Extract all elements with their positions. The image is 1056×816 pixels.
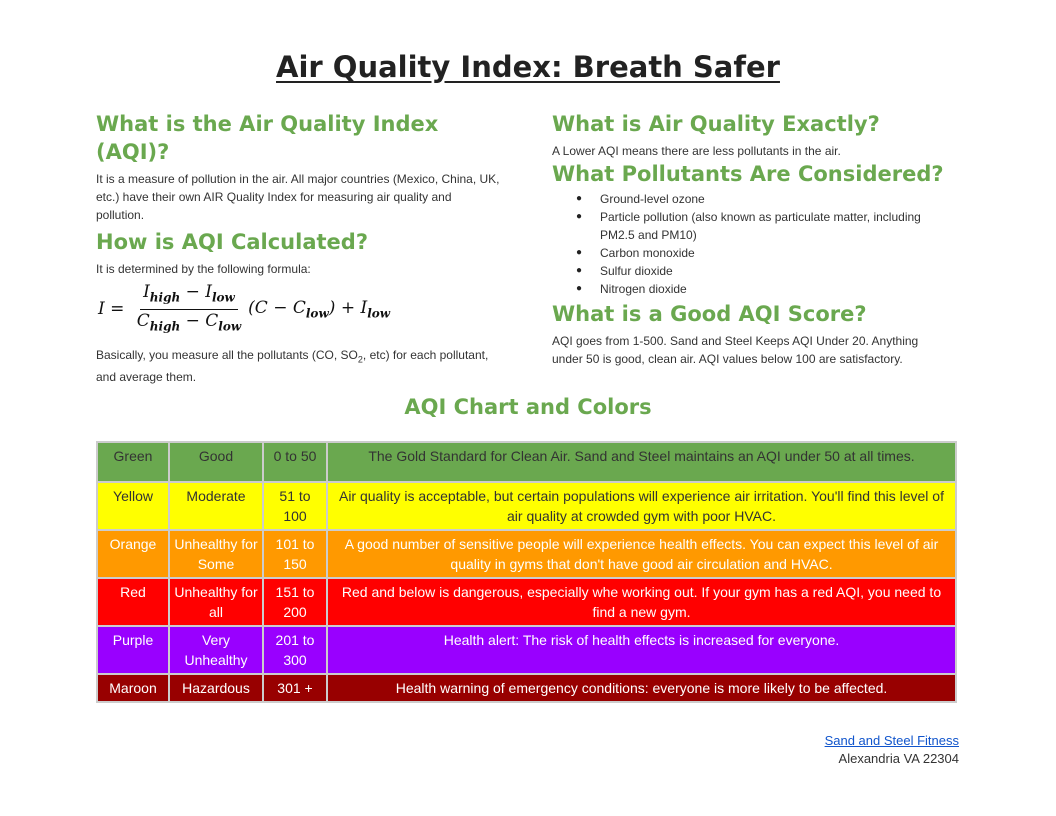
heading-how-calculated: How is AQI Calculated?: [96, 230, 368, 254]
formula-explanation-text: Basically, you measure all the pollutant…: [96, 348, 489, 385]
list-item: Sulfur dioxide: [576, 262, 962, 280]
aqi-formula: I = Ihigh − Ilow Chigh − Clow (C − Clow)…: [98, 282, 391, 333]
aqi-cell-color: Red: [96, 577, 170, 627]
address-text: Alexandria VA 22304: [838, 751, 959, 766]
aqi-cell-level: Unhealthy for all: [168, 577, 264, 627]
table-row: Yellow Moderate 51 to 100 Air quality is ac…: [96, 481, 957, 531]
website-link[interactable]: Sand and Steel Fitness: [824, 733, 959, 748]
aqi-cell-level: Hazardous: [168, 673, 264, 703]
aqi-cell-color: Purple: [96, 625, 170, 675]
aqi-cell-range: 0 to 50: [262, 441, 328, 483]
page-title: Air Quality Index: Breath Safer: [276, 50, 780, 84]
aqi-cell-range: 101 to 150: [262, 529, 328, 579]
aqi-cell-desc: A good number of sensitive people will e…: [326, 529, 957, 579]
list-item: Particle pollution (also known as partic…: [576, 208, 958, 244]
chart-title: AQI Chart and Colors: [404, 395, 652, 419]
good-aqi-text: AQI goes from 1-500. Sand and Steel Keep…: [552, 334, 919, 366]
list-item: Carbon monoxide: [576, 244, 962, 262]
heading-air-quality-exactly: What is Air Quality Exactly?: [552, 112, 880, 136]
table-row: Green Good 0 to 50 The Gold Standard for Cl…: [96, 441, 957, 483]
aqi-cell-color: Green: [96, 441, 170, 483]
aqi-cell-color: Yellow: [96, 481, 170, 531]
table-row: Maroon Hazardous 301 + Health warning of em…: [96, 673, 957, 703]
aqi-cell-desc: The Gold Standard for Clean Air. Sand an…: [326, 441, 957, 483]
pollutant-list: Ground-level ozone Particle pollution (a…: [552, 190, 962, 298]
aqi-cell-level: Very Unhealthy: [168, 625, 264, 675]
aqi-cell-desc: Red and below is dangerous, especially w…: [326, 577, 957, 627]
aqi-table: Green Good 0 to 50 The Gold Standard for Cl…: [96, 441, 957, 703]
aqi-cell-range: 151 to 200: [262, 577, 328, 627]
aqi-cell-color: Orange: [96, 529, 170, 579]
right-column: What is Air Quality Exactly? A Lower AQI…: [552, 110, 962, 368]
heading-good-aqi-score: What is a Good AQI Score?: [552, 302, 867, 326]
footer: Sand and Steel Fitness Alexandria VA 223…: [825, 732, 959, 768]
aqi-cell-range: 201 to 300: [262, 625, 328, 675]
aqi-definition-text: It is a measure of pollution in the air.…: [96, 172, 500, 222]
table-row: Orange Unhealthy for Some 101 to 150 A good…: [96, 529, 957, 579]
aqi-cell-color: Maroon: [96, 673, 170, 703]
aqi-cell-level: Unhealthy for Some: [168, 529, 264, 579]
aqi-cell-level: Moderate: [168, 481, 264, 531]
aqi-cell-level: Good: [168, 441, 264, 483]
air-quality-text: A Lower AQI means there are less polluta…: [552, 144, 841, 158]
left-column: What is the Air Quality Index (AQI)? It …: [96, 110, 501, 386]
aqi-cell-range: 51 to 100: [262, 481, 328, 531]
aqi-cell-desc: Health alert: The risk of health effects…: [326, 625, 957, 675]
heading-pollutants: What Pollutants Are Considered?: [552, 162, 944, 186]
list-item: Ground-level ozone: [576, 190, 962, 208]
aqi-cell-range: 301 +: [262, 673, 328, 703]
aqi-cell-desc: Air quality is acceptable, but certain p…: [326, 481, 957, 531]
list-item: Nitrogen dioxide: [576, 280, 962, 298]
aqi-cell-desc: Health warning of emergency conditions: …: [326, 673, 957, 703]
heading-what-is-aqi: What is the Air Quality Index (AQI)?: [96, 112, 439, 164]
table-row: Red Unhealthy for all 151 to 200 Red and be…: [96, 577, 957, 627]
table-row: Purple Very Unhealthy 201 to 300 Health ale…: [96, 625, 957, 675]
formula-intro-text: It is determined by the following formul…: [96, 262, 311, 276]
